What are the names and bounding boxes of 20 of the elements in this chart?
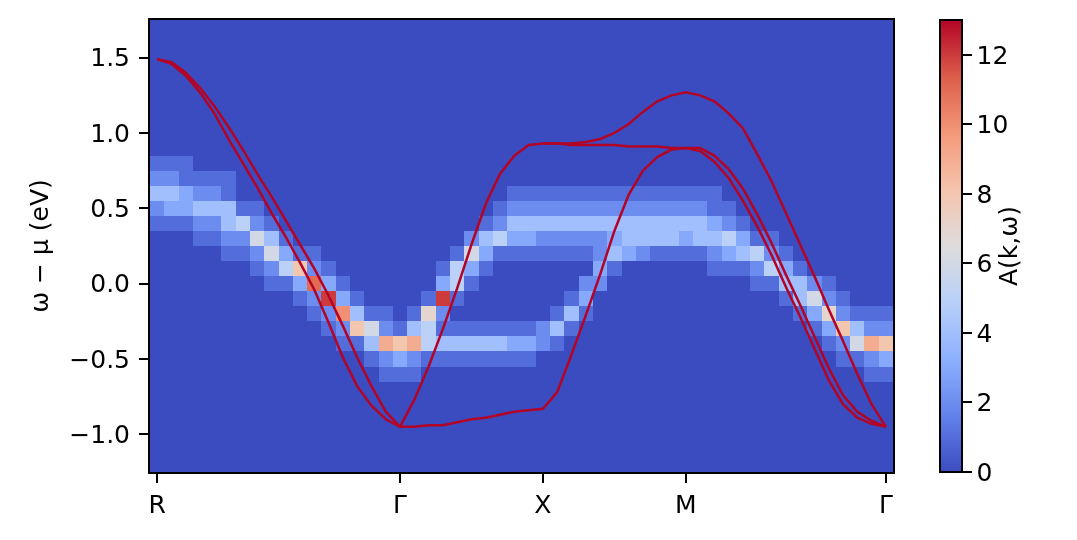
color-bar-title: A(k,ω) xyxy=(994,206,1024,286)
color-bar-label: 10 xyxy=(976,110,1009,140)
x-tick-label: X xyxy=(534,490,552,519)
y-tick-label: 1.0 xyxy=(90,118,130,148)
color-bar-label: 0 xyxy=(976,457,993,487)
x-tick-label: R xyxy=(148,490,166,519)
y-tick-label: −1.0 xyxy=(69,420,130,450)
color-bar-label: 8 xyxy=(976,179,993,209)
color-bar-label: 4 xyxy=(976,318,993,348)
color-bar-label: 12 xyxy=(976,40,1009,70)
y-tick-label: −0.5 xyxy=(69,344,130,374)
color-bar-label: 6 xyxy=(976,249,993,279)
x-tick-label: M xyxy=(675,490,697,519)
color-bar-label: 2 xyxy=(976,388,993,418)
y-axis-title: ω − μ (eV) xyxy=(24,179,54,313)
y-tick-label: 1.5 xyxy=(90,43,130,73)
y-tick-label: 0.0 xyxy=(90,269,130,299)
x-tick-label: Γ xyxy=(393,490,408,519)
x-tick-label: Γ xyxy=(878,490,893,519)
y-tick-label: 0.5 xyxy=(90,194,130,224)
